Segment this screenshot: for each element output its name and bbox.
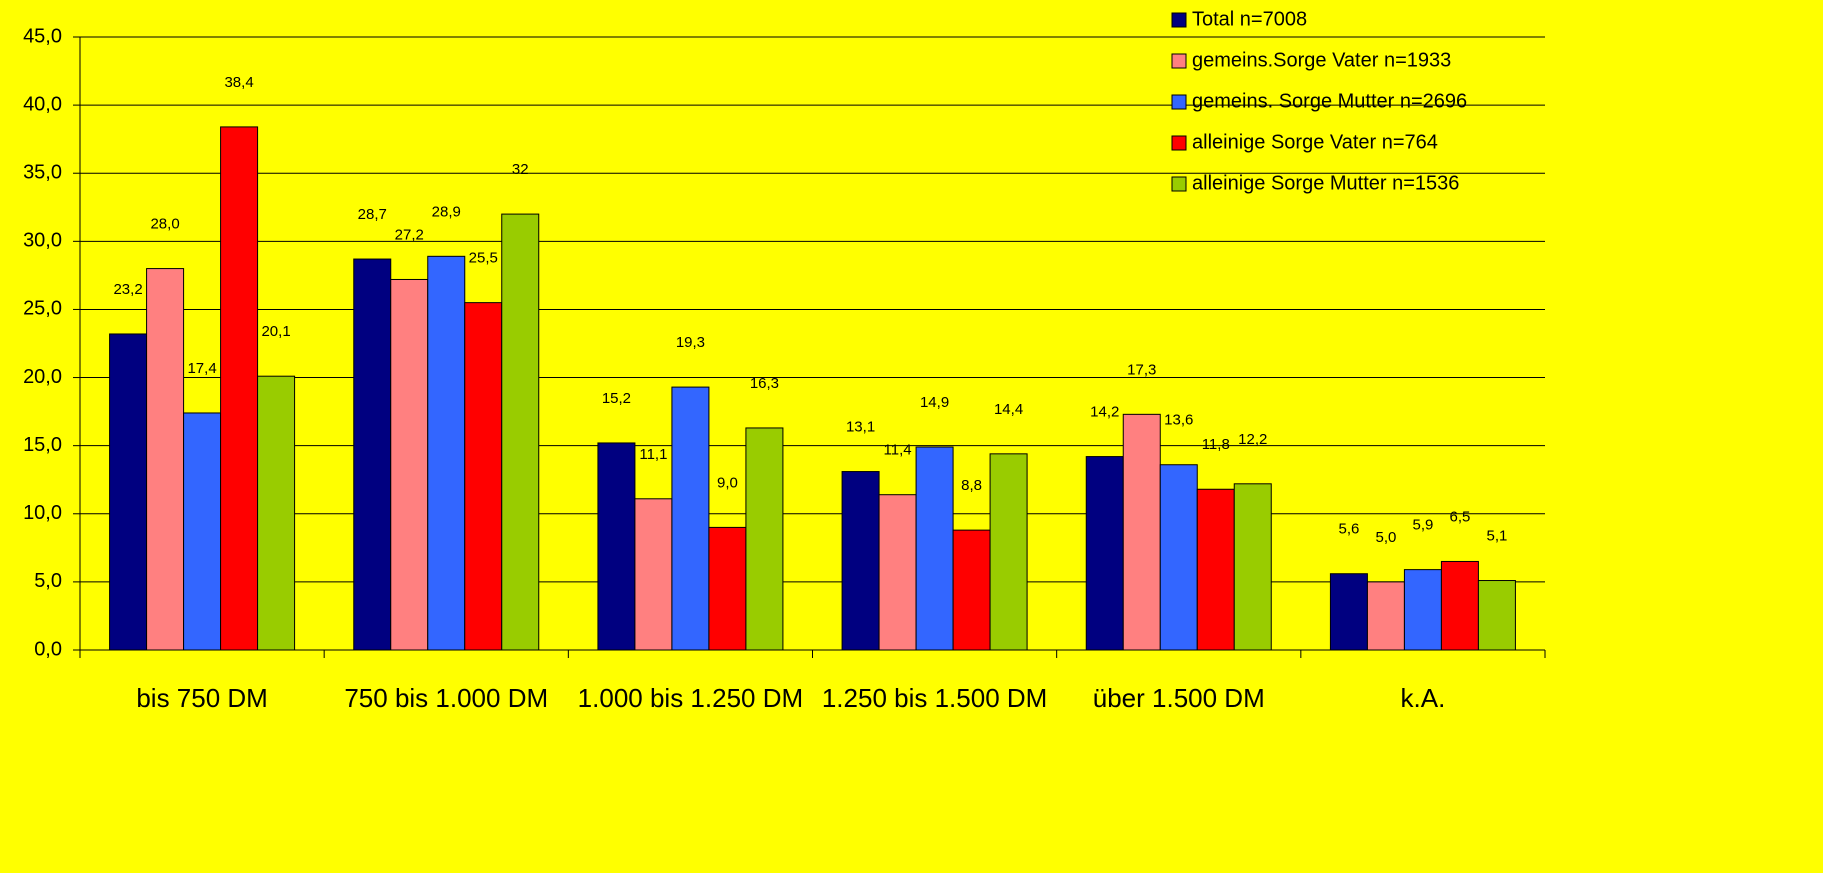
bar (1085, 456, 1124, 651)
y-tick-label: 20,0 (23, 366, 62, 388)
bar (109, 333, 148, 651)
x-tick-label: über 1.500 DM (1092, 683, 1265, 713)
legend-label: gemeins.Sorge Vater n=1933 (1192, 49, 1451, 71)
legend-swatch (1171, 12, 1187, 28)
value-label: 11,8 (1202, 436, 1230, 453)
legend-swatch (1171, 176, 1187, 192)
value-label: 20,1 (261, 323, 290, 340)
bar (220, 126, 259, 651)
value-label: 11,1 (639, 446, 667, 463)
value-label: 13,6 (1164, 412, 1193, 429)
bar (427, 255, 466, 651)
bar (146, 268, 185, 651)
y-tick-label: 10,0 (23, 502, 62, 524)
bar (745, 427, 784, 651)
value-label: 17,4 (187, 360, 216, 377)
y-tick-label: 15,0 (23, 434, 62, 456)
value-label: 28,7 (358, 206, 387, 223)
y-tick-label: 25,0 (23, 298, 62, 320)
legend-label: Total n=7008 (1192, 8, 1307, 30)
legend-label: gemeins. Sorge Mutter n=2696 (1192, 90, 1467, 112)
value-label: 12,2 (1238, 431, 1267, 448)
bar (1403, 569, 1442, 651)
bar (597, 442, 636, 651)
bar (878, 494, 917, 651)
bar (708, 526, 747, 651)
value-label: 5,1 (1486, 527, 1507, 544)
value-label: 11,4 (884, 442, 912, 459)
value-label: 25,5 (469, 250, 498, 267)
bar (952, 529, 991, 651)
bar (671, 386, 710, 651)
value-label: 28,9 (432, 203, 461, 220)
bar (915, 446, 954, 651)
value-label: 5,9 (1412, 517, 1433, 534)
legend-swatch (1171, 135, 1187, 151)
bar (1477, 580, 1516, 651)
bar (1329, 573, 1368, 651)
bar (257, 375, 296, 651)
bar (1233, 483, 1272, 651)
legend-label: alleinige Sorge Mutter n=1536 (1192, 172, 1459, 194)
value-label: 16,3 (750, 375, 779, 392)
bar (1159, 464, 1198, 651)
y-tick-label: 5,0 (34, 570, 62, 592)
value-label: 5,0 (1375, 529, 1396, 546)
value-label: 5,6 (1338, 521, 1359, 538)
legend-label: alleinige Sorge Vater n=764 (1192, 131, 1438, 153)
legend-swatch (1171, 94, 1187, 110)
bar (353, 258, 392, 651)
y-tick-label: 40,0 (23, 93, 62, 115)
bar (634, 498, 673, 651)
x-tick-label: bis 750 DM (136, 683, 268, 713)
value-label: 32 (512, 161, 529, 178)
value-label: 14,4 (994, 401, 1023, 418)
value-label: 23,2 (113, 281, 142, 298)
bar (183, 412, 222, 651)
value-label: 9,0 (717, 474, 738, 491)
y-tick-label: 0,0 (34, 638, 62, 660)
value-label: 27,2 (395, 226, 424, 243)
bar (501, 213, 540, 651)
value-label: 14,9 (920, 394, 949, 411)
value-label: 19,3 (676, 334, 705, 351)
y-tick-label: 45,0 (23, 25, 62, 47)
x-tick-label: k.A. (1400, 683, 1446, 713)
y-tick-label: 30,0 (23, 230, 62, 252)
bar (1122, 413, 1161, 651)
value-label: 17,3 (1127, 361, 1156, 378)
legend-swatch (1171, 53, 1187, 69)
value-label: 8,8 (961, 477, 982, 494)
bar (989, 453, 1028, 651)
x-tick-label: 750 bis 1.000 DM (344, 683, 549, 713)
bar (390, 278, 429, 651)
bar (1366, 581, 1405, 651)
bar (841, 471, 880, 651)
bar (1196, 488, 1235, 651)
bar (464, 302, 503, 651)
value-label: 15,2 (602, 390, 631, 407)
bar (1440, 560, 1479, 651)
value-label: 28,0 (150, 216, 179, 233)
y-tick-label: 35,0 (23, 162, 62, 184)
x-tick-label: 1.250 bis 1.500 DM (821, 683, 1048, 713)
x-tick-label: 1.000 bis 1.250 DM (577, 683, 804, 713)
value-label: 6,5 (1449, 508, 1470, 525)
value-label: 13,1 (846, 419, 875, 436)
value-label: 38,4 (224, 74, 253, 91)
value-label: 14,2 (1090, 404, 1119, 421)
